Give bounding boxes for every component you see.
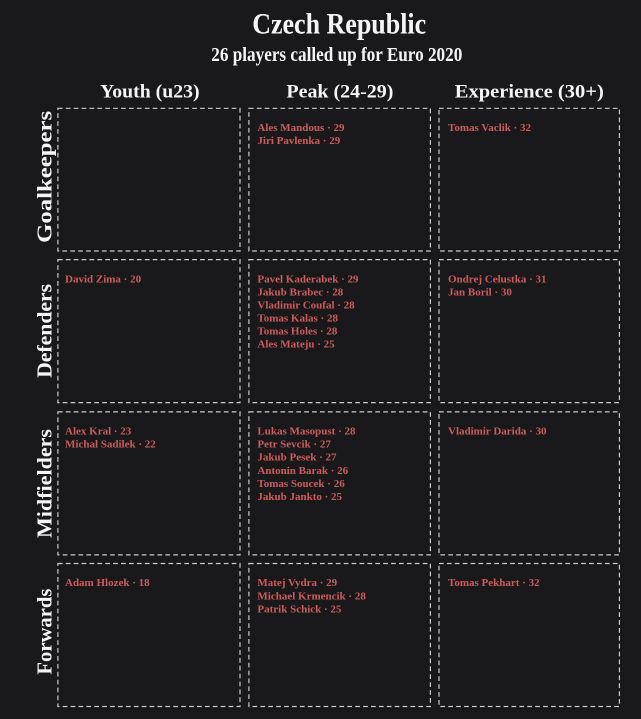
- svg-text:Lukas Masopust · 28: Lukas Masopust · 28: [257, 426, 356, 438]
- svg-text:Tomas Soucek · 26: Tomas Soucek · 26: [257, 478, 345, 490]
- svg-text:Michael Krmencik · 28: Michael Krmencik · 28: [257, 590, 366, 602]
- svg-text:Ondrej Celustka · 31: Ondrej Celustka · 31: [448, 273, 547, 285]
- svg-text:Youth (u23): Youth (u23): [100, 82, 199, 103]
- svg-text:Tomas Holes · 28: Tomas Holes · 28: [257, 326, 337, 338]
- svg-text:Jiri Pavlenka · 29: Jiri Pavlenka · 29: [257, 135, 340, 147]
- svg-text:Experience (30+): Experience (30+): [455, 82, 604, 103]
- svg-text:Defenders: Defenders: [33, 284, 57, 378]
- svg-text:Ales Mateju · 25: Ales Mateju · 25: [257, 339, 335, 351]
- svg-text:Goalkeepers: Goalkeepers: [33, 111, 57, 243]
- svg-text:Tomas Vaclik · 32: Tomas Vaclik · 32: [448, 122, 532, 134]
- svg-text:Jakub Brabec · 28: Jakub Brabec · 28: [257, 286, 343, 298]
- svg-text:Vladimir Coufal · 28: Vladimir Coufal · 28: [257, 299, 355, 311]
- svg-text:Jan Boril · 30: Jan Boril · 30: [448, 286, 512, 298]
- svg-text:Adam Hlozek · 18: Adam Hlozek · 18: [65, 577, 150, 589]
- svg-text:Matej Vydra · 29: Matej Vydra · 29: [257, 577, 337, 589]
- svg-text:Petr Sevcik · 27: Petr Sevcik · 27: [257, 439, 331, 451]
- svg-text:Jakub Pesek · 27: Jakub Pesek · 27: [257, 452, 337, 464]
- svg-text:Jakub Jankto · 25: Jakub Jankto · 25: [257, 491, 342, 503]
- svg-text:David Zima · 20: David Zima · 20: [65, 273, 142, 285]
- svg-text:Patrik Schick · 25: Patrik Schick · 25: [257, 603, 342, 615]
- svg-text:Antonin Barak · 26: Antonin Barak · 26: [257, 465, 348, 477]
- svg-text:Alex Kral · 23: Alex Kral · 23: [65, 426, 132, 438]
- svg-text:Vladimir Darida · 30: Vladimir Darida · 30: [448, 426, 547, 438]
- svg-text:Tomas Pekhart · 32: Tomas Pekhart · 32: [448, 577, 540, 589]
- svg-text:Michal Sadilek · 22: Michal Sadilek · 22: [65, 439, 156, 451]
- svg-text:Peak (24-29): Peak (24-29): [286, 82, 393, 103]
- svg-text:Ales Mandous · 29: Ales Mandous · 29: [257, 122, 345, 134]
- svg-text:Czech Republic: Czech Republic: [252, 8, 426, 40]
- svg-text:Forwards: Forwards: [33, 589, 57, 675]
- svg-text:Midfielders: Midfielders: [33, 429, 57, 538]
- svg-text:Tomas Kalas · 28: Tomas Kalas · 28: [257, 312, 338, 324]
- svg-text:26 players called up for Euro: 26 players called up for Euro 2020: [211, 44, 462, 66]
- svg-text:Pavel Kaderabek · 29: Pavel Kaderabek · 29: [257, 273, 359, 285]
